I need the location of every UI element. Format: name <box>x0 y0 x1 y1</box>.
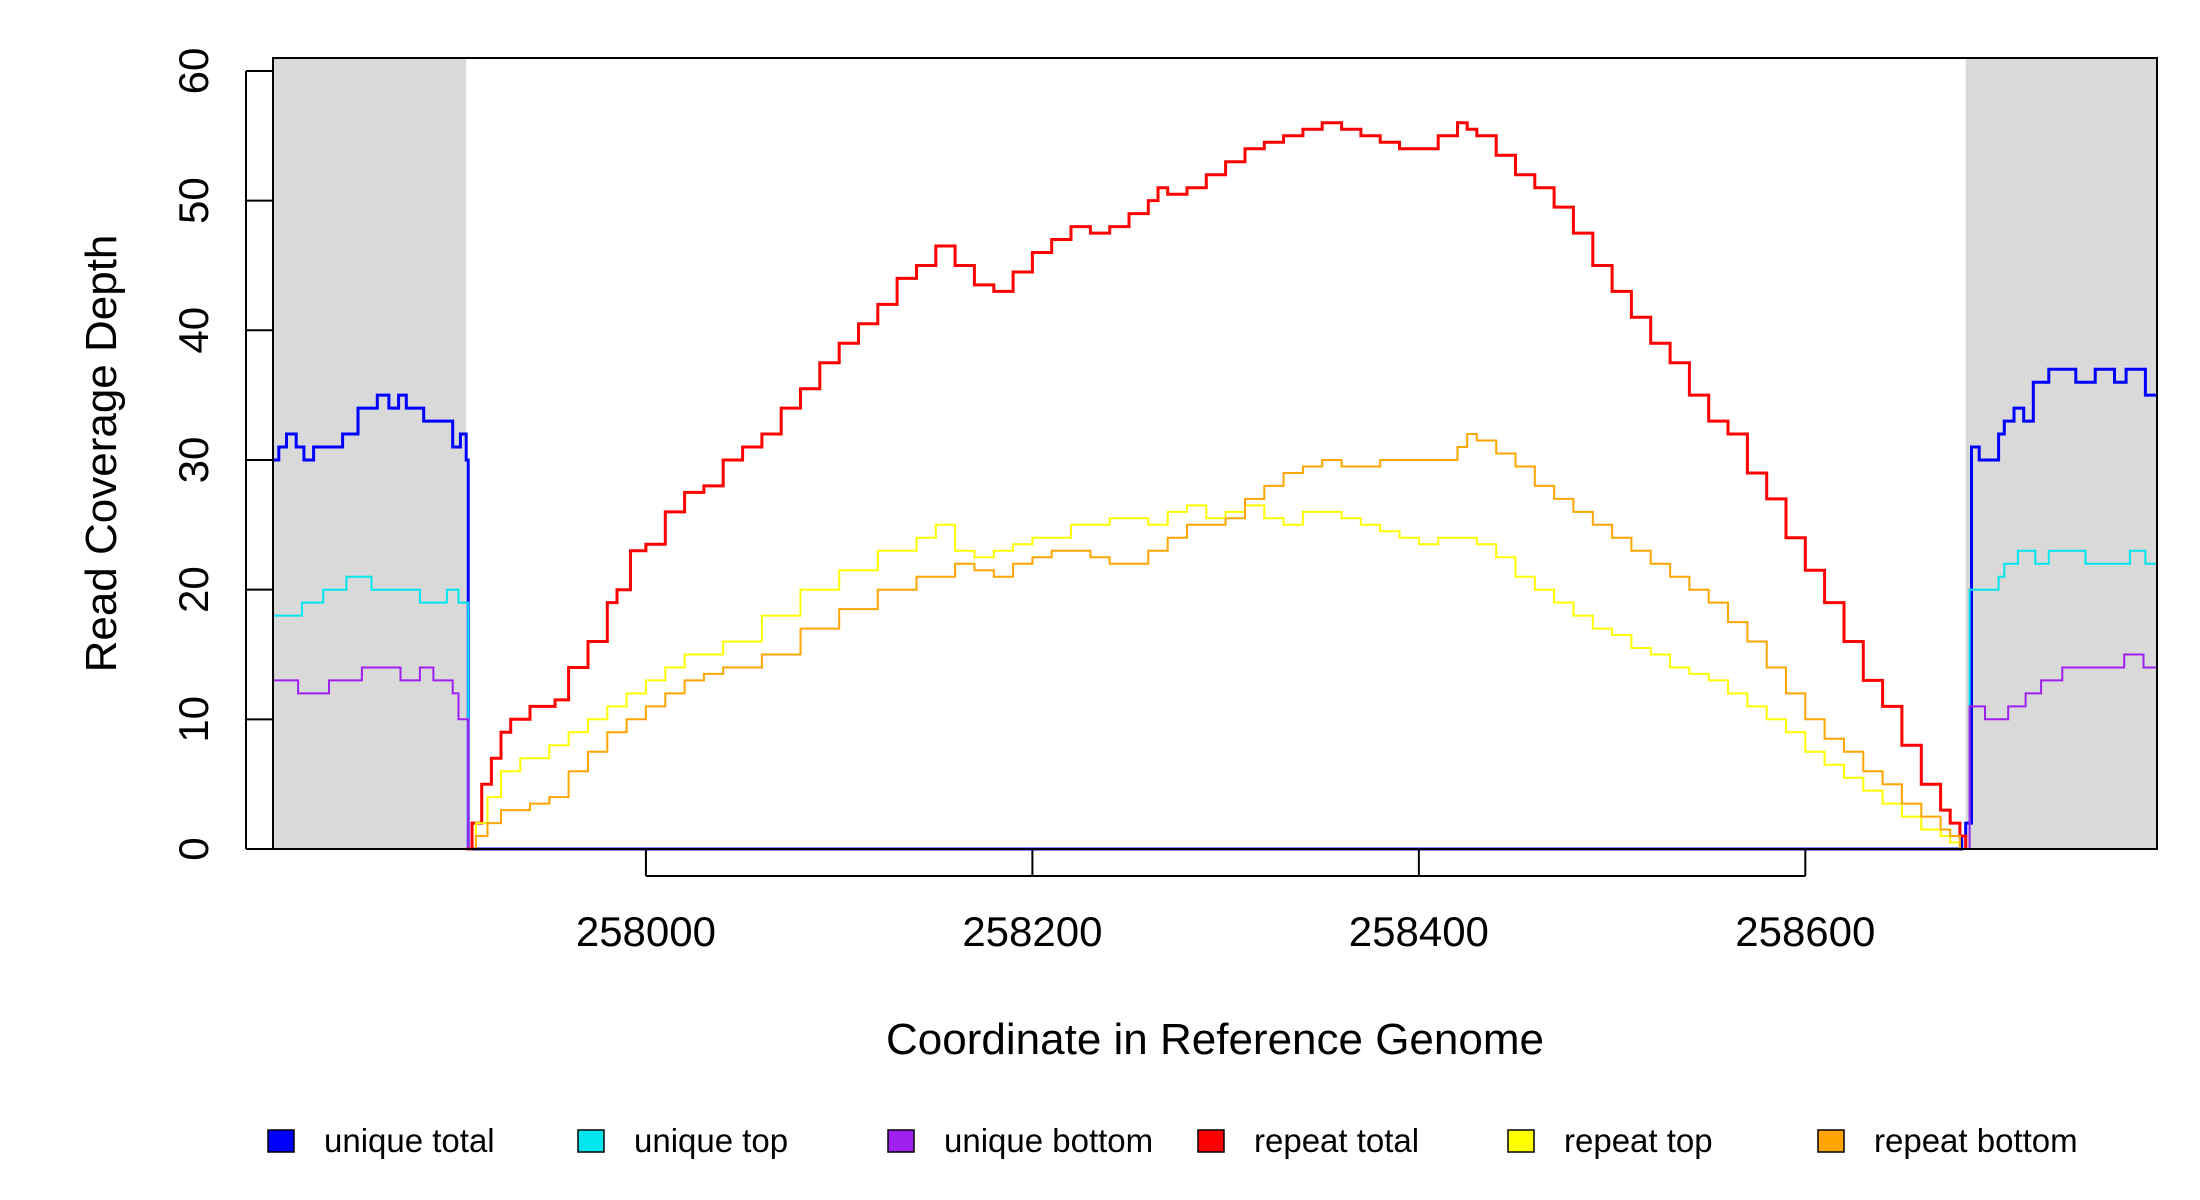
legend-item-unique-top: unique top <box>577 1122 788 1159</box>
legend-item-unique-total: unique total <box>267 1122 495 1159</box>
legend-label: unique bottom <box>944 1122 1153 1159</box>
y-tick-label: 20 <box>170 566 217 613</box>
legend-swatch <box>577 1129 605 1153</box>
legend-item-repeat-bottom: repeat bottom <box>1817 1122 2078 1159</box>
legend-label: unique top <box>634 1122 788 1159</box>
legend-swatch <box>887 1129 915 1153</box>
series-line-repeat-total <box>466 121 1968 851</box>
x-tick-label: 258000 <box>576 908 716 955</box>
legend-swatch <box>1197 1129 1225 1153</box>
shaded-region-2 <box>1965 58 2157 849</box>
legend-item-unique-bottom: unique bottom <box>887 1122 1153 1159</box>
x-axis-title: Coordinate in Reference Genome <box>886 1015 1544 1064</box>
x-tick-label: 258600 <box>1735 908 1875 955</box>
y-tick-label: 60 <box>170 48 217 95</box>
x-tick-label: 258200 <box>962 908 1102 955</box>
plot-frame <box>272 57 2158 850</box>
y-tick-label: 0 <box>170 837 217 860</box>
legend-swatch <box>267 1129 295 1153</box>
x-axis: 258000 258200 258400 258600 <box>576 849 1875 955</box>
y-axis: 0 10 20 30 40 50 60 <box>170 48 273 861</box>
shaded-regions <box>273 58 2157 849</box>
legend-label: repeat bottom <box>1874 1122 2078 1159</box>
y-tick-label: 10 <box>170 696 217 743</box>
series-line-unique-bottom <box>273 653 2157 850</box>
y-tick-label: 30 <box>170 437 217 484</box>
legend-swatch <box>1817 1129 1845 1153</box>
y-axis-title: Read Coverage Depth <box>77 235 126 673</box>
series-line-unique-total <box>273 367 2157 851</box>
legend-label: unique total <box>324 1122 495 1159</box>
legend-label: repeat total <box>1254 1122 1419 1159</box>
legend-item-repeat-total: repeat total <box>1197 1122 1419 1159</box>
legend-swatch <box>1507 1129 1535 1153</box>
legend-item-repeat-top: repeat top <box>1507 1122 1713 1159</box>
y-tick-label: 40 <box>170 307 217 354</box>
legend-label: repeat top <box>1564 1122 1713 1159</box>
legend: unique total unique top unique bottom repea… <box>267 1122 2078 1159</box>
x-tick-label: 258400 <box>1349 908 1489 955</box>
series-line-repeat-bottom <box>466 433 1961 850</box>
y-tick-label: 50 <box>170 177 217 224</box>
series-line-repeat-top <box>466 504 1961 850</box>
shaded-region-1 <box>273 58 467 849</box>
series-lines <box>273 121 2158 851</box>
